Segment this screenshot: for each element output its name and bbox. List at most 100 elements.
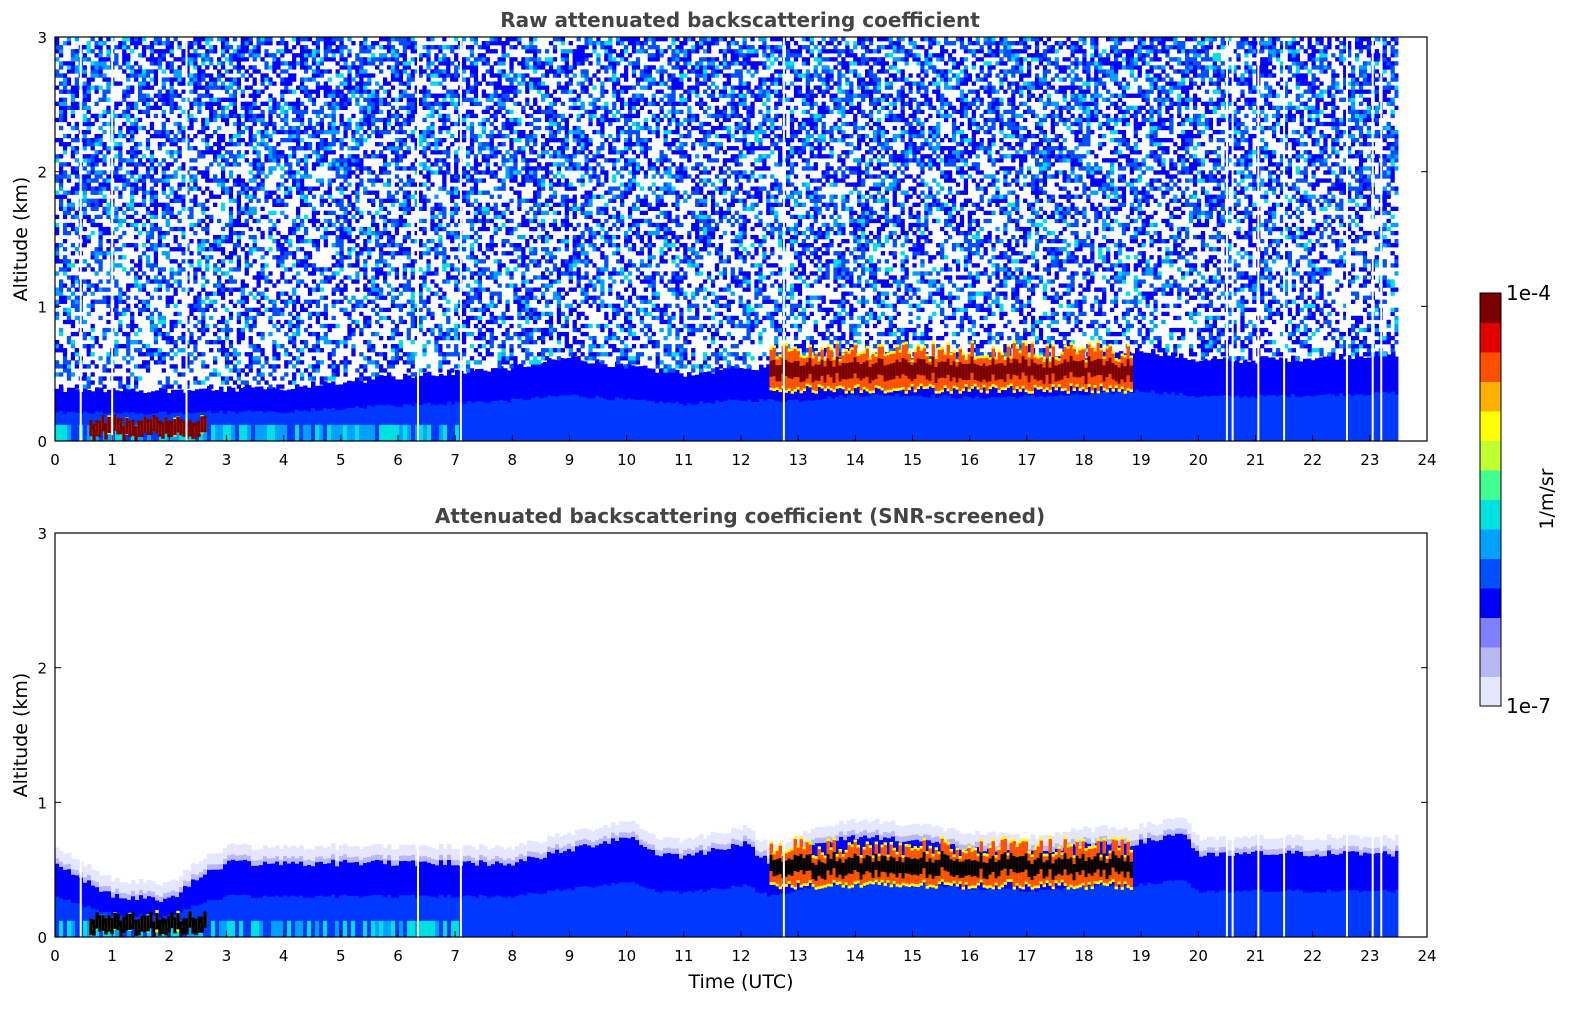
noise-cell (221, 247, 225, 251)
noise-cell (383, 308, 387, 312)
noise-cell (249, 328, 253, 332)
noise-cell (166, 211, 170, 215)
noise-cell (434, 207, 438, 211)
noise-cell (343, 231, 347, 235)
noise-cell (237, 122, 241, 126)
noise-cell (87, 332, 91, 336)
noise-cell (336, 45, 340, 49)
noise-cell (347, 162, 351, 166)
bl-cell (1019, 397, 1024, 441)
noise-cell (442, 162, 446, 166)
noise-cell (316, 283, 320, 287)
noise-cell (177, 166, 181, 170)
noise-cell (63, 360, 67, 364)
noise-cell (438, 45, 442, 49)
noise-cell (87, 352, 91, 356)
bl-cell (1015, 399, 1020, 441)
noise-cell (280, 292, 284, 296)
noise-cell (114, 154, 118, 158)
noise-cell (387, 372, 391, 376)
noise-cell (122, 45, 126, 49)
surface-cell (307, 425, 312, 441)
noise-cell (106, 77, 110, 81)
bl-cell (963, 396, 968, 441)
noise-cell (134, 69, 138, 73)
noise-cell (91, 146, 95, 150)
noise-cell (130, 154, 134, 158)
noise-cell (276, 61, 280, 65)
noise-cell (59, 186, 63, 190)
noise-cell (339, 186, 343, 190)
noise-cell (339, 207, 343, 211)
noise-cell (336, 162, 340, 166)
noise-cell (268, 154, 272, 158)
noise-cell (284, 154, 288, 158)
noise-cell (91, 207, 95, 211)
noise-cell (367, 316, 371, 320)
noise-cell (201, 283, 205, 287)
noise-cell (122, 57, 126, 61)
noise-cell (146, 138, 150, 142)
noise-cell (245, 324, 249, 328)
noise-cell (260, 215, 264, 219)
noise-cell (102, 154, 106, 158)
noise-cell (67, 296, 71, 300)
noise-cell (422, 98, 426, 102)
noise-cell (343, 287, 347, 291)
noise-cell (245, 267, 249, 271)
noise-cell (213, 247, 217, 251)
surface-cell (255, 425, 260, 441)
noise-cell (403, 45, 407, 49)
noise-cell (71, 69, 75, 73)
noise-cell (83, 81, 87, 85)
noise-cell (126, 182, 130, 186)
noise-cell (126, 114, 130, 118)
noise-cell (95, 90, 99, 94)
noise-cell (328, 41, 332, 45)
noise-cell (106, 231, 110, 235)
bl-cell (1083, 396, 1088, 441)
noise-cell (225, 223, 229, 227)
noise-cell (63, 118, 67, 122)
noise-cell (225, 348, 229, 352)
bl-cell (867, 396, 872, 441)
noise-cell (221, 251, 225, 255)
bl-cell (483, 402, 488, 441)
noise-cell (407, 332, 411, 336)
noise-cell (430, 37, 434, 41)
noise-cell (233, 57, 237, 61)
noise-cell (63, 114, 67, 118)
noise-cell (442, 150, 446, 154)
noise-cell (272, 300, 276, 304)
noise-cell (217, 340, 221, 344)
noise-cell (63, 134, 67, 138)
noise-cell (367, 73, 371, 77)
noise-cell (98, 186, 102, 190)
noise-cell (442, 186, 446, 190)
noise-cell (154, 263, 158, 267)
noise-cell (363, 283, 367, 287)
noise-cell (438, 332, 442, 336)
noise-cell (166, 223, 170, 227)
noise-cell (351, 203, 355, 207)
noise-cell (91, 191, 95, 195)
noise-cell (371, 275, 375, 279)
noise-cell (300, 191, 304, 195)
bl-cell (931, 395, 936, 441)
noise-cell (201, 360, 205, 364)
noise-cell (189, 61, 193, 65)
noise-cell (288, 251, 292, 255)
noise-cell (280, 126, 284, 130)
noise-cell (126, 106, 130, 110)
noise-cell (59, 267, 63, 271)
noise-cell (304, 90, 308, 94)
noise-cell (351, 85, 355, 89)
noise-cell (150, 267, 154, 271)
noise-cell (166, 203, 170, 207)
noise-cell (320, 57, 324, 61)
noise-cell (205, 166, 209, 170)
noise-cell (189, 126, 193, 130)
noise-cell (347, 146, 351, 150)
noise-cell (217, 235, 221, 239)
noise-cell (300, 223, 304, 227)
